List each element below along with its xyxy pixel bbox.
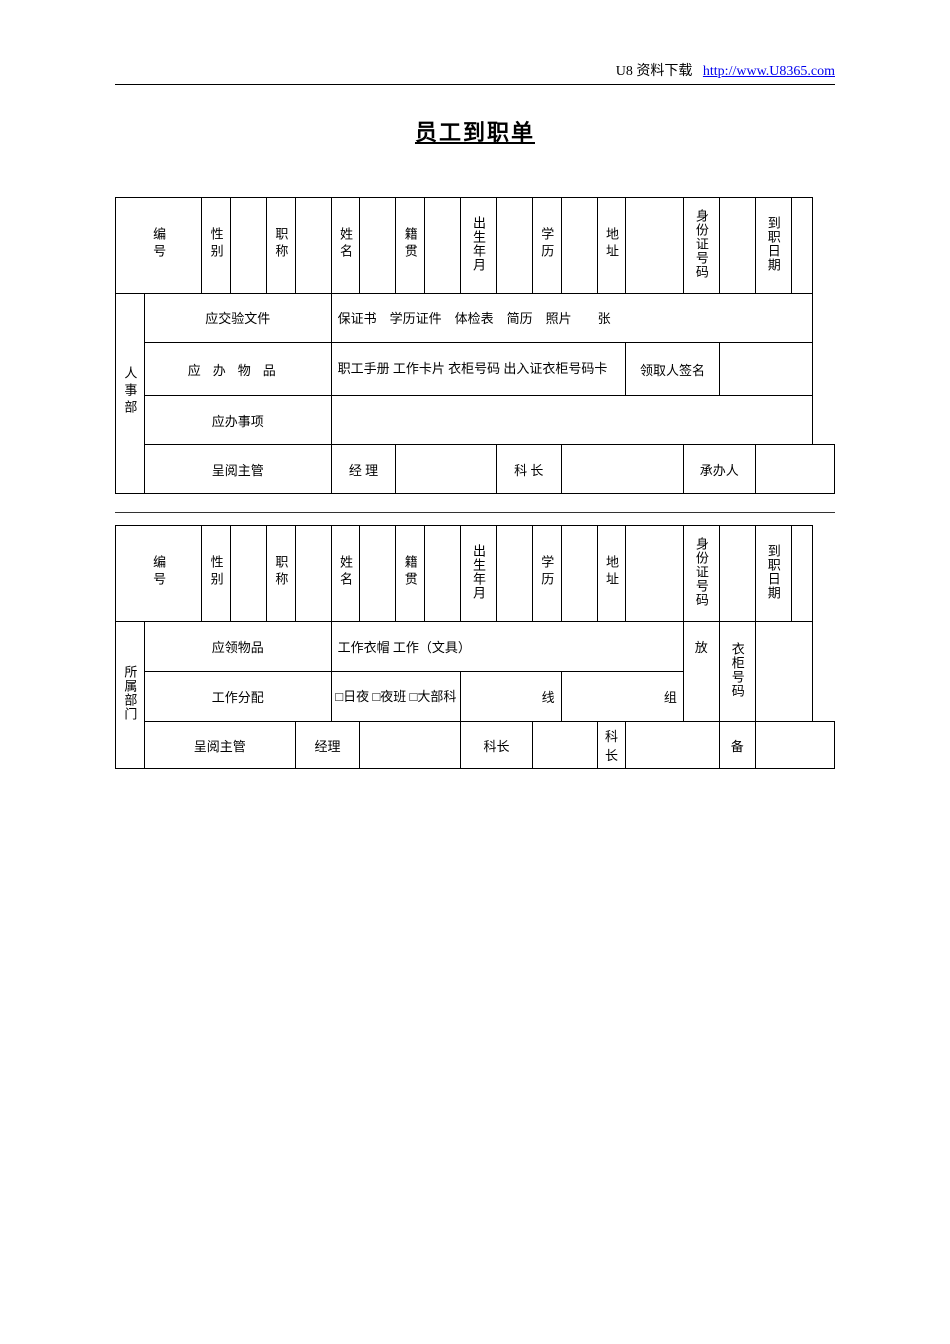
- f2-fang-label: 放: [683, 622, 719, 672]
- form1-table: 编号 性别 职称 姓名 籍贯 出生年月 学历 地址 身份证号码 到职日期 人事部…: [115, 197, 835, 494]
- f2-col-addr: 地址: [597, 526, 626, 622]
- f2-sup-manager-label: 经理: [295, 722, 360, 769]
- f2-col-gender: 性别: [202, 526, 231, 622]
- page-header: U8 资料下载 http://www.U8365.com: [115, 60, 835, 85]
- f1-title-val: [295, 198, 331, 294]
- f1-matters-label: 应办事项: [144, 396, 331, 445]
- f2-origin-val: [425, 526, 461, 622]
- f1-docs-label: 应交验文件: [144, 294, 331, 343]
- f1-sup-chief-val: [561, 445, 683, 494]
- f1-sup-label: 呈阅主管: [144, 445, 331, 494]
- form1-matters-row: 应办事项: [116, 396, 835, 445]
- f2-col-name: 姓名: [331, 526, 360, 622]
- f2-assign-line: 线: [461, 672, 562, 722]
- f1-sup-manager-val: [396, 445, 497, 494]
- f1-date-val: [791, 198, 813, 294]
- f2-col-title: 职称: [266, 526, 295, 622]
- f1-sup-manager-label: 经 理: [331, 445, 396, 494]
- f1-edu-val: [561, 198, 597, 294]
- f1-sup-handler-val: [755, 445, 834, 494]
- f2-sup-manager-val: [360, 722, 461, 769]
- form1-items-row: 应办物品 职工手册 工作卡片 衣柜号码 出入证衣柜号码卡 领取人签名: [116, 342, 835, 395]
- f2-birth-val: [496, 526, 532, 622]
- f1-gender-val: [231, 198, 267, 294]
- form2-table: 编号 性别 职称 姓名 籍贯 出生年月 学历 地址 身份证号码 到职日期 所属部…: [115, 525, 835, 769]
- form1-docs-row: 人事部 应交验文件 保证书 学历证件 体检表 简历 照片 张: [116, 294, 835, 343]
- f1-col-title: 职称: [266, 198, 295, 294]
- f2-col-edu: 学历: [532, 526, 561, 622]
- f2-edu-val: [561, 526, 597, 622]
- f1-col-id: 编号: [116, 198, 202, 294]
- brand-text: U8 资料下载: [616, 64, 693, 79]
- f2-right-spacer: [683, 672, 719, 722]
- f2-col-origin: 籍贯: [396, 526, 425, 622]
- f1-signature-label: 领取人签名: [626, 342, 719, 395]
- form2-receive-row: 所属部门 应领物品 工作衣帽 工作（文具） 放 衣柜号码: [116, 622, 835, 672]
- f1-origin-val: [425, 198, 461, 294]
- f1-col-addr: 地址: [597, 198, 626, 294]
- f2-sup-chief2-label: 科长: [597, 722, 626, 769]
- f1-col-date: 到职日期: [755, 198, 791, 294]
- f2-side-label: 所属部门: [116, 622, 145, 769]
- document-title: 员工到职单: [115, 115, 835, 147]
- f1-sup-chief-label: 科 长: [496, 445, 561, 494]
- f1-matters-val: [331, 396, 813, 445]
- f1-col-edu: 学历: [532, 198, 561, 294]
- f2-sup-chief2-val: [626, 722, 719, 769]
- f2-assign-label: 工作分配: [144, 672, 331, 722]
- f1-col-gender: 性别: [202, 198, 231, 294]
- f2-receive-label: 应领物品: [144, 622, 331, 672]
- f2-col-id: 编号: [116, 526, 202, 622]
- form1-header-row: 编号 性别 职称 姓名 籍贯 出生年月 学历 地址 身份证号码 到职日期: [116, 198, 835, 294]
- f2-col-date: 到职日期: [755, 526, 791, 622]
- form1-supervisor-row: 呈阅主管 经 理 科 长 承办人: [116, 445, 835, 494]
- f1-items-label: 应办物品: [144, 342, 331, 395]
- f2-name-val: [360, 526, 396, 622]
- f2-title-val: [295, 526, 331, 622]
- f1-signature-val: [719, 342, 812, 395]
- f1-side-label: 人事部: [116, 294, 145, 494]
- f2-sup-chief1-val: [532, 722, 597, 769]
- f1-col-idnum: 身份证号码: [683, 198, 719, 294]
- form-separator: [115, 512, 835, 513]
- f2-date-val: [791, 526, 813, 622]
- f2-locker-val: [755, 622, 813, 722]
- f1-addr-val: [626, 198, 684, 294]
- f1-col-origin: 籍贯: [396, 198, 425, 294]
- f1-sup-handler-label: 承办人: [683, 445, 755, 494]
- f2-gender-val: [231, 526, 267, 622]
- f2-bei-val: [755, 722, 834, 769]
- f2-idnum-val: [719, 526, 755, 622]
- source-link[interactable]: http://www.U8365.com: [703, 64, 835, 79]
- f2-assign-opts: □日夜 □夜班 □大部科: [331, 672, 460, 722]
- f2-col-idnum: 身份证号码: [683, 526, 719, 622]
- f1-items-content: 职工手册 工作卡片 衣柜号码 出入证衣柜号码卡: [331, 342, 626, 395]
- f2-bei-label: 备: [719, 722, 755, 769]
- f2-col-birth: 出生年月: [461, 526, 497, 622]
- f2-sup-chief1-label: 科长: [461, 722, 533, 769]
- f2-addr-val: [626, 526, 684, 622]
- f2-locker-label: 衣柜号码: [719, 622, 755, 722]
- f2-assign-group: 组: [561, 672, 683, 722]
- f1-col-name: 姓名: [331, 198, 360, 294]
- form2-header-row: 编号 性别 职称 姓名 籍贯 出生年月 学历 地址 身份证号码 到职日期: [116, 526, 835, 622]
- f2-receive-content: 工作衣帽 工作（文具）: [331, 622, 683, 672]
- f1-docs-content: 保证书 学历证件 体检表 简历 照片 张: [331, 294, 813, 343]
- f1-idnum-val: [719, 198, 755, 294]
- form2-supervisor-row: 呈阅主管 经理 科长 科长 备: [116, 722, 835, 769]
- f1-birth-val: [496, 198, 532, 294]
- f1-name-val: [360, 198, 396, 294]
- f1-col-birth: 出生年月: [461, 198, 497, 294]
- f2-sup-label: 呈阅主管: [144, 722, 295, 769]
